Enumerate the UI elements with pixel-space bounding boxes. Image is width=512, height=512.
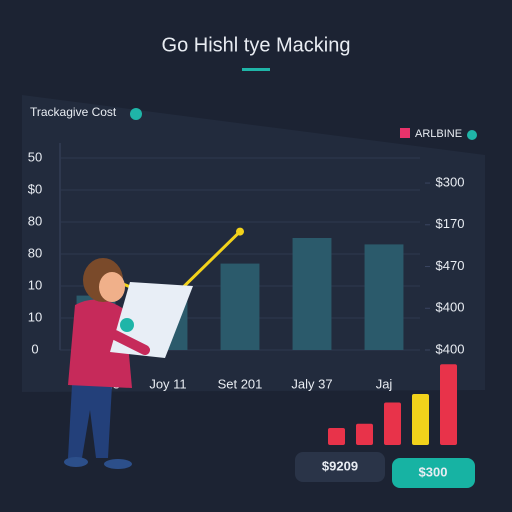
x-tick-label: Jaj bbox=[376, 376, 393, 391]
y2-tick-label: $300 bbox=[436, 174, 465, 189]
y-tick-label: 0 bbox=[31, 341, 38, 356]
info-icon bbox=[130, 108, 142, 120]
panel-title: Trackagive Cost bbox=[30, 105, 117, 119]
legs bbox=[68, 385, 112, 458]
button[interactable] bbox=[295, 452, 385, 482]
y2-tick-label: $400 bbox=[436, 341, 465, 356]
y-tick-label: $0 bbox=[28, 181, 42, 196]
mini-chart bbox=[328, 364, 457, 445]
x-tick-label: Jaly 37 bbox=[291, 376, 332, 391]
magnifier bbox=[120, 318, 134, 332]
shoe bbox=[104, 459, 132, 469]
y2-tick-label: $470 bbox=[436, 258, 465, 273]
y2-tick-label: $170 bbox=[436, 216, 465, 231]
person-illustration bbox=[64, 258, 193, 469]
legend-label: ARLBINE bbox=[415, 128, 462, 140]
page-title: Go Hishl tye Macking bbox=[162, 34, 351, 56]
y-tick-label: 10 bbox=[28, 277, 42, 292]
mini-bar bbox=[384, 402, 401, 445]
line-point bbox=[236, 227, 244, 236]
y-tick-label: 80 bbox=[28, 245, 42, 260]
mini-bar bbox=[356, 423, 373, 445]
shoe bbox=[64, 457, 88, 467]
legend-icon bbox=[467, 130, 477, 140]
mini-bar bbox=[328, 428, 345, 445]
face bbox=[99, 272, 125, 302]
mini-bar bbox=[440, 364, 457, 445]
torso bbox=[68, 299, 132, 388]
legend-swatch bbox=[400, 128, 410, 138]
button[interactable] bbox=[392, 458, 475, 488]
y2-tick-label: $400 bbox=[436, 300, 465, 315]
bar bbox=[364, 244, 404, 350]
x-tick-label: Set 201 bbox=[218, 376, 263, 391]
button-label[interactable]: $9209 bbox=[322, 458, 358, 473]
arm bbox=[110, 330, 150, 355]
bar bbox=[220, 263, 260, 350]
title-underline bbox=[242, 68, 270, 71]
y-tick-label: 80 bbox=[28, 213, 42, 228]
x-tick-label: Joy 11 bbox=[149, 376, 186, 391]
y-tick-label: 10 bbox=[28, 309, 42, 324]
bar bbox=[292, 238, 332, 350]
button-label[interactable]: $300 bbox=[419, 464, 448, 479]
mini-bar bbox=[412, 394, 429, 445]
y-tick-label: 50 bbox=[28, 149, 42, 164]
